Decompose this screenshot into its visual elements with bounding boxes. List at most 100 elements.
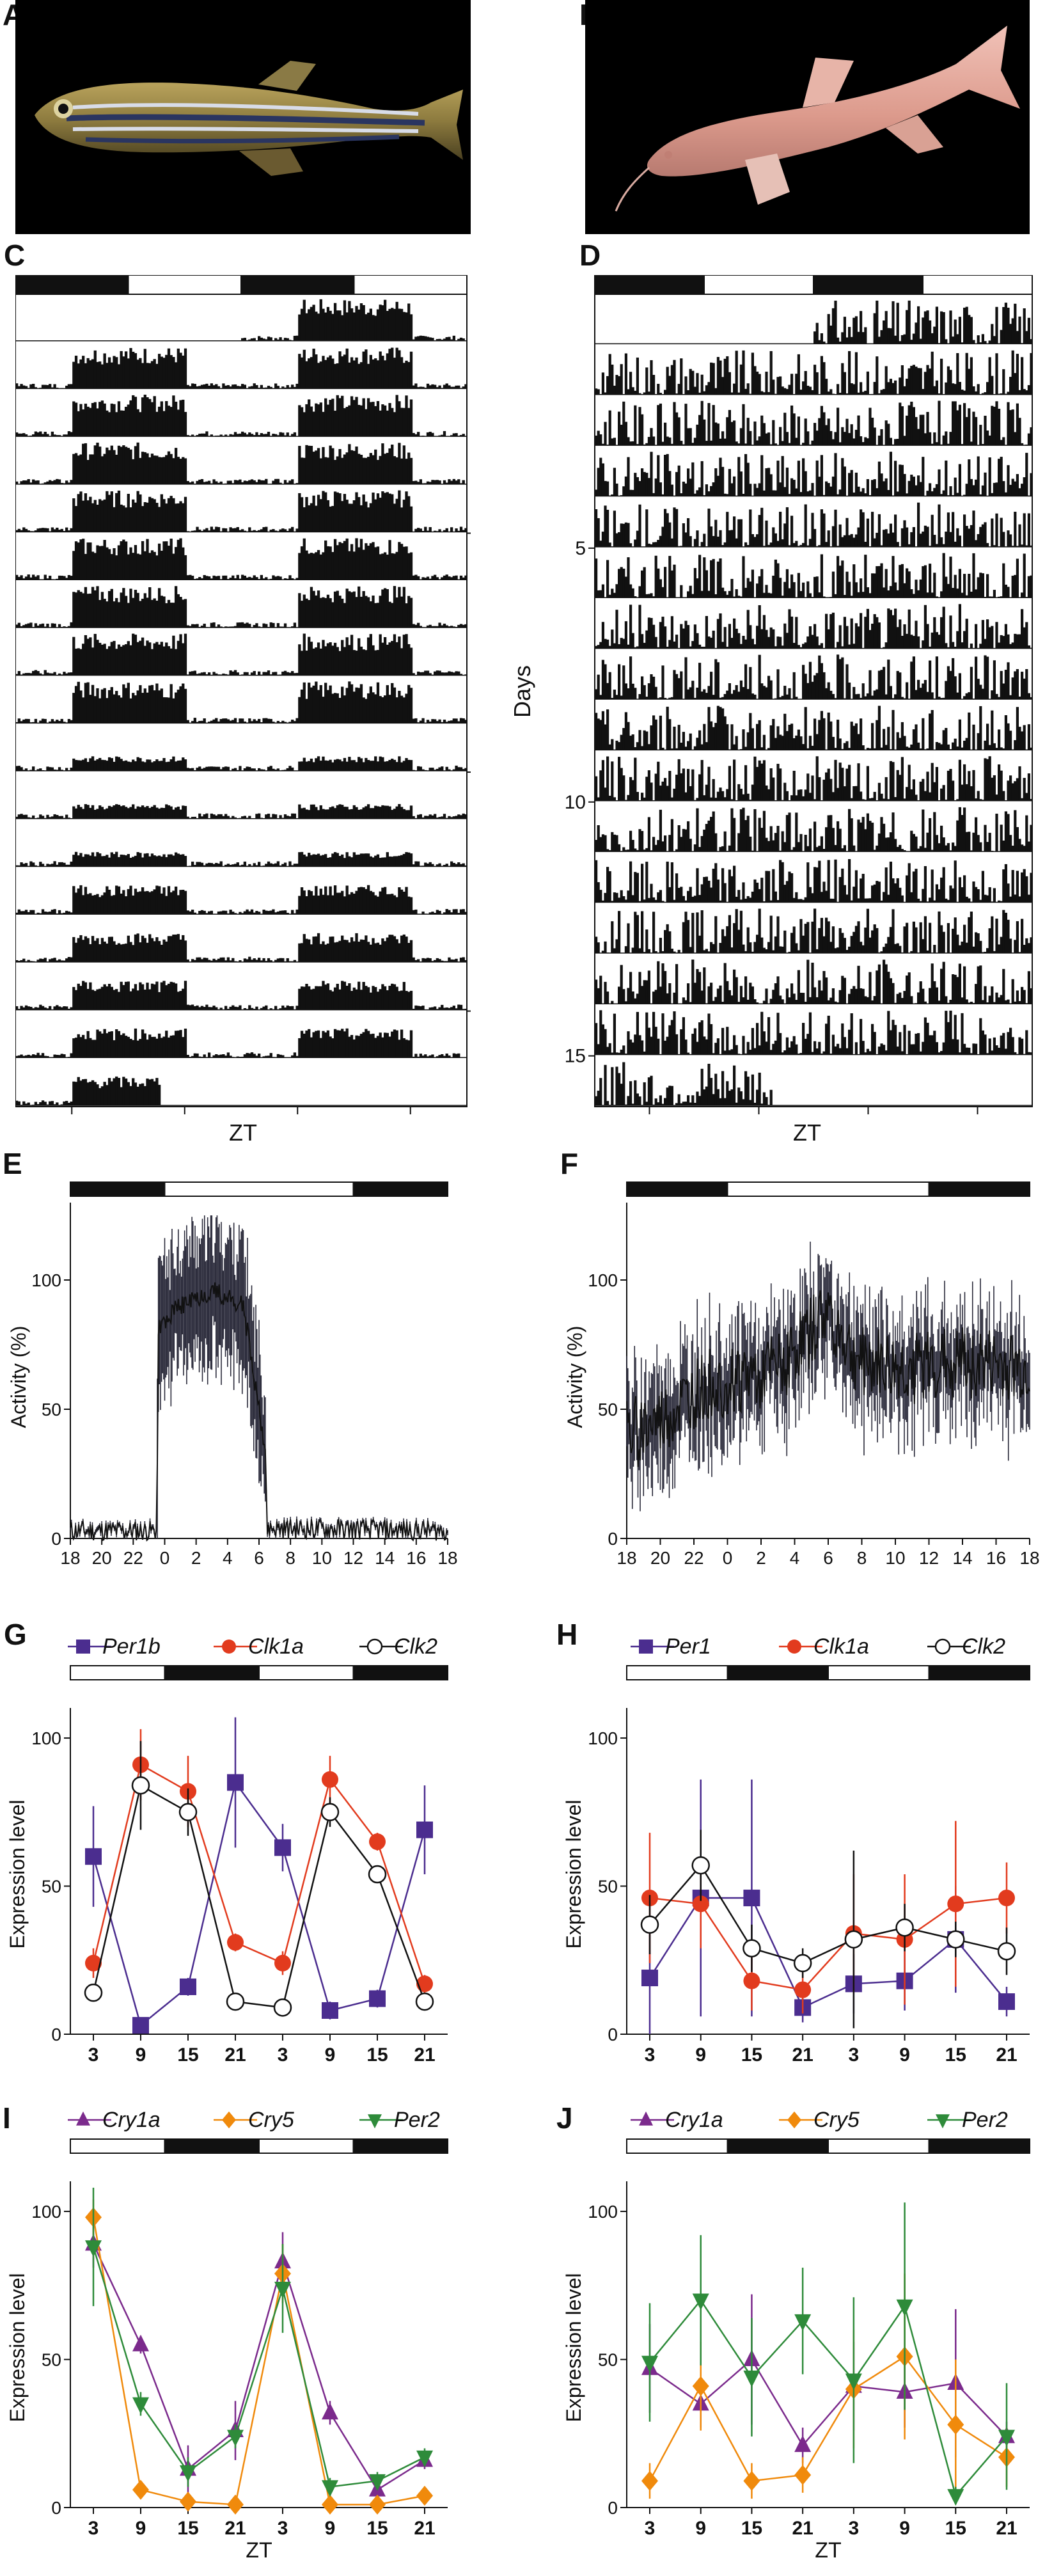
data-point (132, 2479, 149, 2500)
data-point (691, 1856, 710, 1875)
y-tick-label: 0 (51, 2498, 61, 2518)
data-point (998, 2430, 1015, 2447)
actogram-day-tick-label: 15 (565, 1046, 586, 1067)
actogram-frame (594, 294, 1033, 1107)
actogram-row (15, 803, 468, 819)
y-tick-label: 100 (588, 2202, 618, 2222)
data-point (415, 1992, 434, 2011)
x-tick-label: 3 (278, 2518, 288, 2539)
data-point (322, 2494, 338, 2515)
data-point (85, 1954, 102, 1972)
data-point (180, 1978, 196, 1995)
data-point (845, 2373, 862, 2390)
x-tick-label: 15 (366, 2518, 388, 2539)
x-tick-label: 21 (792, 2518, 813, 2539)
actogram-row (15, 538, 468, 580)
x-tick-label: 15 (366, 2044, 388, 2066)
x-tick-label: 2 (191, 1548, 201, 1568)
data-point (787, 2111, 801, 2129)
ld-bar-dark (727, 1665, 829, 1680)
ld-bar-dark (928, 1181, 1030, 1197)
y-axis-label: Expression level (6, 2273, 29, 2422)
actogram-row (15, 1028, 467, 1059)
actogram-row (595, 960, 1033, 1004)
series-line (648, 2355, 1007, 2482)
actogram-row (595, 350, 1033, 395)
legend-label: Per1 (665, 1638, 711, 1659)
actogram-row (15, 756, 468, 771)
x-tick-label: 3 (88, 2044, 99, 2066)
y-tick-label: 50 (42, 2350, 61, 2370)
data-point (641, 2470, 658, 2491)
panel-label-i: I (3, 2101, 11, 2135)
x-tick-label: 18 (60, 1548, 80, 1568)
data-point (793, 1954, 812, 1973)
data-point (895, 1918, 914, 1937)
ld-bar-light (70, 2138, 166, 2154)
legend: Per1b Clk1a Clk2 (68, 1638, 437, 1659)
data-point (641, 1970, 658, 1987)
actogram-row (595, 553, 1033, 598)
x-tick-label: 21 (414, 2518, 435, 2539)
data-point (322, 1771, 338, 1788)
x-tick-label: 20 (650, 1548, 670, 1568)
data-point (222, 2111, 236, 2129)
data-point (132, 2017, 149, 2034)
actogram-row (595, 502, 1033, 548)
series-per2 (85, 2188, 433, 2497)
data-point (76, 2111, 90, 2126)
actogram-d-ylabel: Days (509, 665, 536, 718)
x-tick-label: 0 (160, 1548, 170, 1568)
x-tick-label: 21 (996, 2518, 1017, 2539)
data-point (947, 1930, 965, 1949)
actogram-row (595, 604, 1033, 649)
series-cry1a (641, 2294, 1015, 2463)
ld-bar-dark (813, 274, 923, 295)
data-point (369, 2494, 386, 2515)
actogram-row (15, 933, 468, 963)
x-tick-label: 12 (343, 1548, 363, 1568)
panel-label-g: G (4, 1618, 27, 1651)
actogram-x-tick-label: 0 (644, 1117, 655, 1119)
actogram-c: 01201251015 (15, 274, 498, 1138)
ld-bar-dark (164, 1665, 260, 1680)
actogram-row (595, 756, 1033, 802)
data-point (227, 1934, 244, 1951)
legend-label: Per1b (102, 1638, 161, 1659)
y-tick-label: 50 (598, 2350, 618, 2370)
x-tick-label: 9 (325, 2518, 336, 2539)
actogram-c-plot: 01201251015 (15, 274, 498, 1138)
x-tick-label: 16 (986, 1548, 1006, 1568)
ld-bar-light (922, 274, 1033, 295)
data-point (227, 2494, 244, 2515)
data-point (416, 1975, 433, 1993)
ld-bar-dark (15, 274, 129, 295)
data-point (794, 2465, 812, 2485)
actogram-row (15, 1076, 467, 1106)
ld-bar-dark (70, 1181, 166, 1197)
panel-label-c: C (4, 239, 26, 272)
x-tick-label: 9 (136, 2044, 146, 2066)
data-point (274, 2282, 291, 2299)
ld-bar-light (70, 1665, 166, 1680)
ld-bar-light (828, 2138, 930, 2154)
actogram-row (15, 681, 468, 724)
actogram-x-tick-label: 12 (174, 1117, 195, 1119)
actogram-row (15, 851, 468, 867)
data-point (947, 2414, 964, 2435)
ld-bar-dark (352, 1665, 448, 1680)
ld-bar-light (164, 1181, 354, 1197)
data-point (368, 1865, 387, 1884)
ld-bar-light (703, 274, 814, 295)
series-line (92, 1763, 426, 1984)
actogram-day-tick-label: 5 (575, 538, 586, 559)
ld-bar-light (828, 1665, 930, 1680)
legend-label: Clk2 (394, 1638, 437, 1659)
x-tick-label: 0 (723, 1548, 733, 1568)
x-tick-label: 10 (312, 1548, 332, 1568)
data-point (692, 2376, 709, 2396)
ld-bar-dark (594, 274, 705, 295)
actogram-day-tick-label: 10 (565, 792, 586, 813)
y-tick-label: 50 (42, 1400, 61, 1419)
series-per1b (85, 1717, 433, 2034)
